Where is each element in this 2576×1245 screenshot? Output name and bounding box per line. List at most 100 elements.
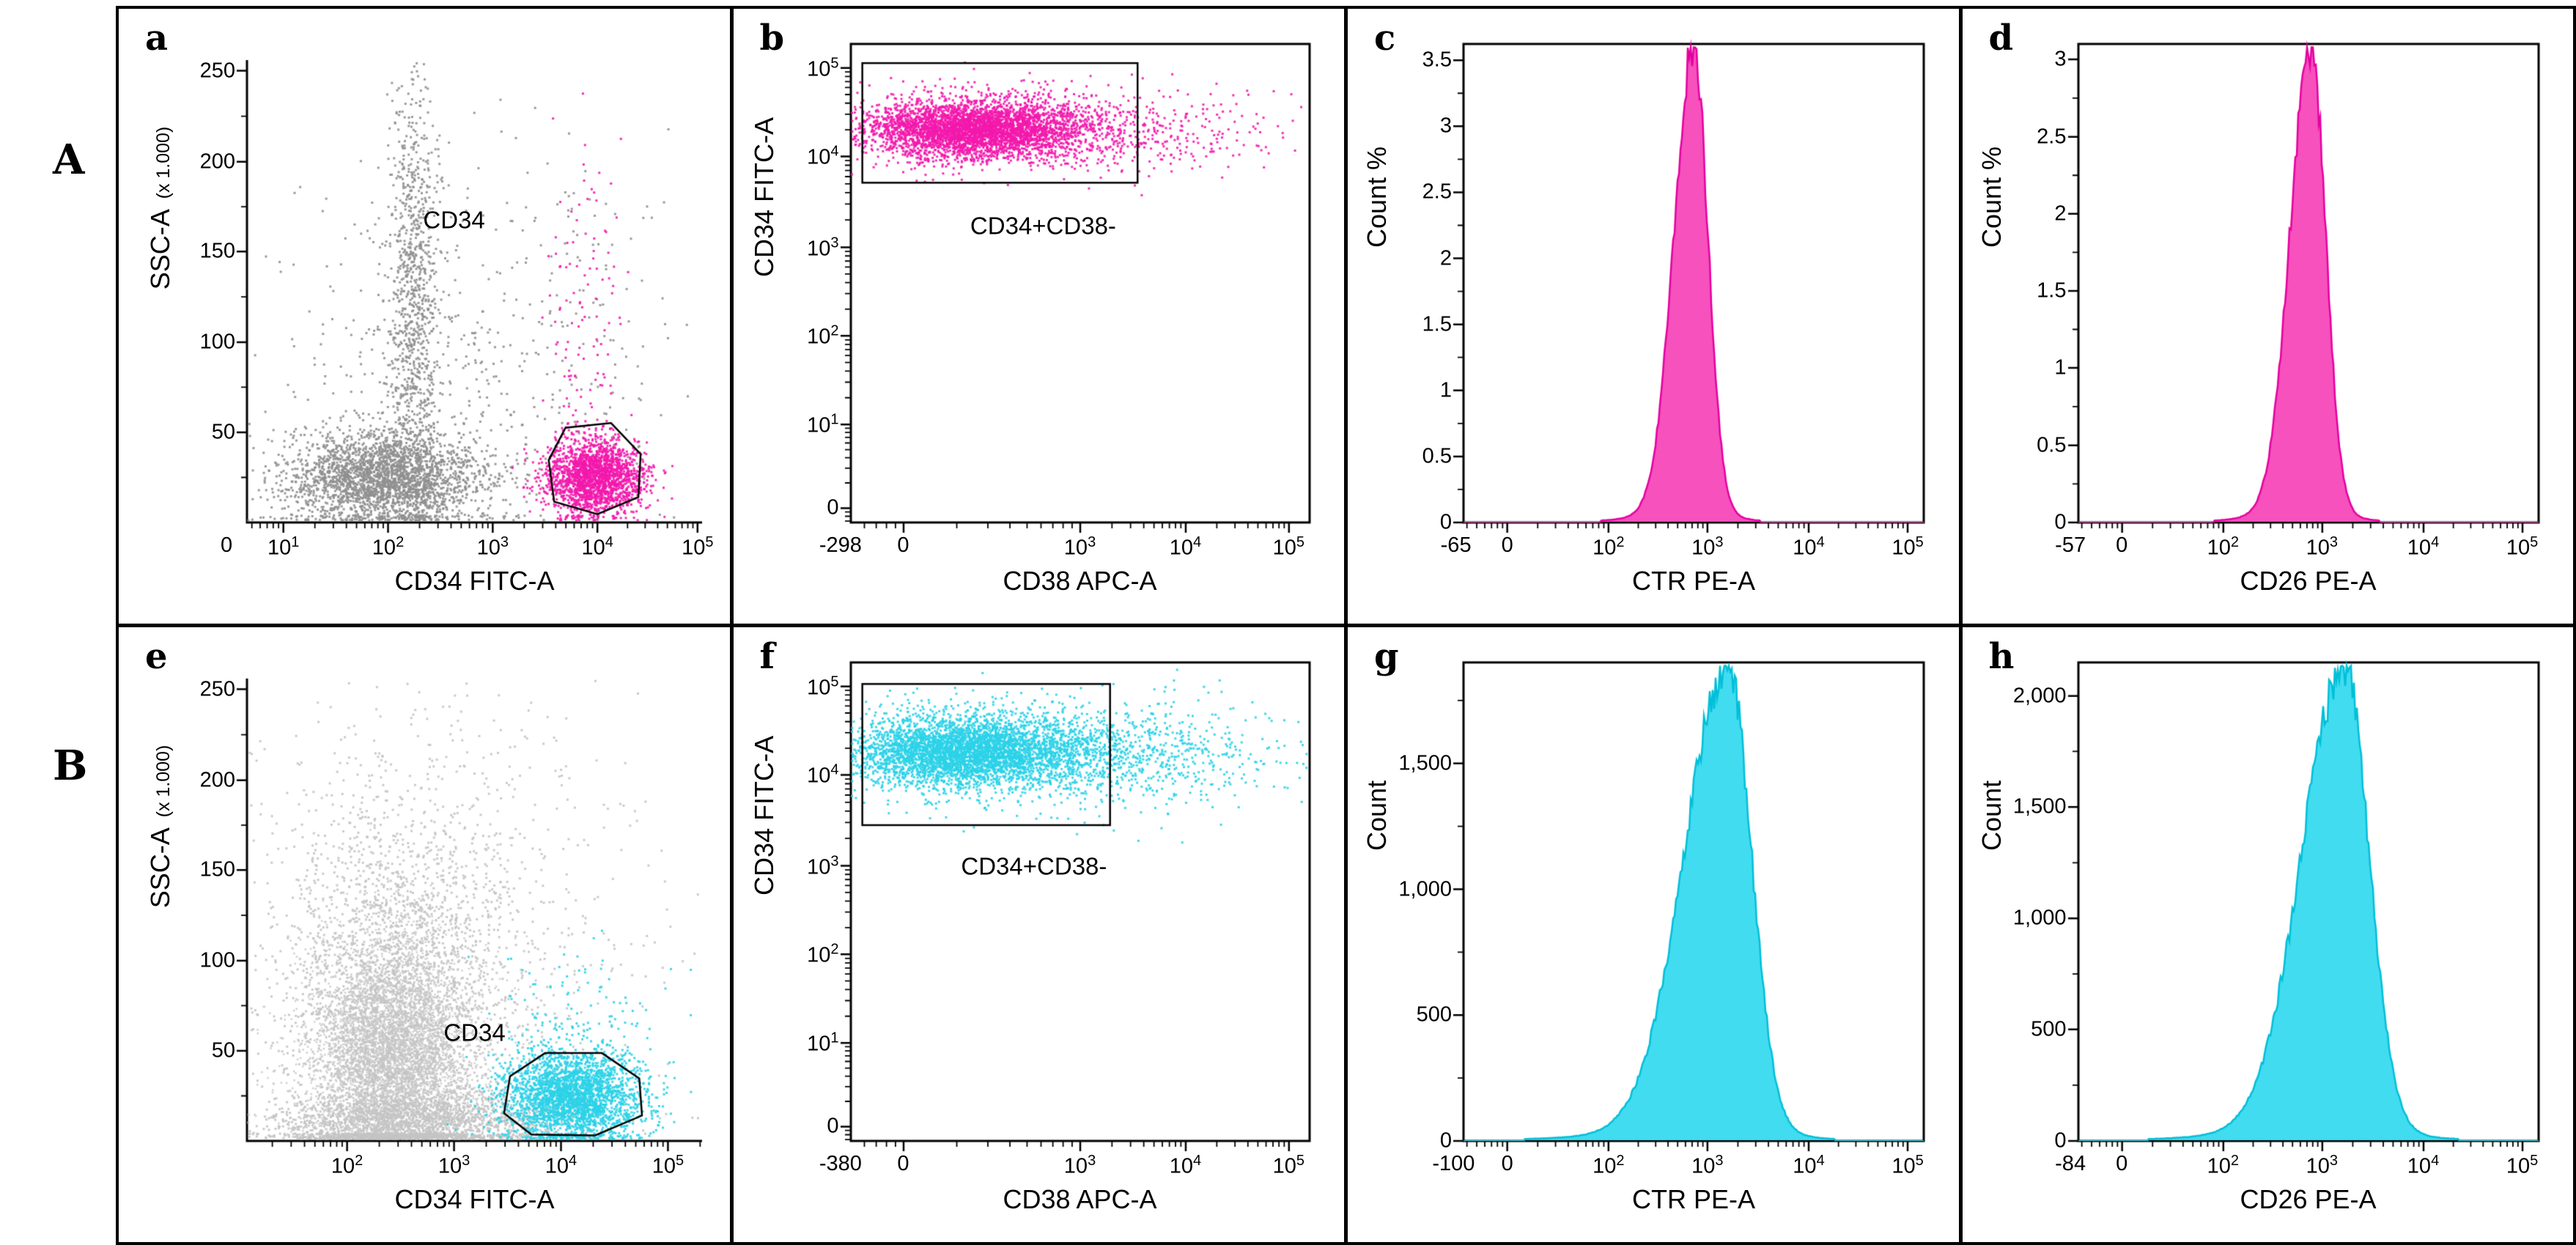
y-axis-title: SSC-A (x 1.000) [145,745,175,909]
panel-letter: g [1374,636,1399,677]
x-tick-label: 103 [2306,534,2339,560]
gate-label: CD34 [443,1019,506,1046]
x-tick-label: 105 [2506,1153,2539,1178]
y-tick-label: 200 [199,149,235,174]
x-tick-label: 104 [1793,534,1825,560]
y-tick-label: 3 [2054,47,2067,71]
x-negative-tick-label: -380 [819,1152,862,1175]
panel-e: e 102 103 104 105 CD34 FITC-A 50 100 150 200 250 SS… [119,627,730,1242]
y-tick-label: 0 [1439,510,1452,534]
x-tick-label: 104 [1169,1153,1202,1178]
x-axis-title: CD26 PE-A [2240,566,2377,596]
x-tick-label: 103 [1063,534,1096,560]
y-tick-label: 0.5 [2037,433,2067,457]
y-tick-label: 1 [2054,355,2067,380]
y-tick-label: 2 [2054,202,2067,226]
plot-canvas-h [1962,627,2573,1242]
x-tick-label: 102 [1593,1153,1625,1178]
gate-label: CD34+CD38- [970,212,1116,240]
x-tick-label: 0 [1501,533,1513,557]
y-tick-label: 100 [199,948,235,972]
y-tick-label: 3 [1439,114,1452,138]
gate-label: CD34 [423,206,485,234]
panel-a: a 0 101 102 103 104 105 CD34 FITC-A 50 100 150 200 2… [119,9,730,624]
y-tick-label: 250 [199,677,235,701]
x-axis-title: CTR PE-A [1631,566,1756,596]
y-tick-label: 105 [807,55,839,81]
x-tick-label: 105 [682,534,714,560]
y-axis-title: Count [1976,780,2007,851]
y-tick-label: 102 [807,323,839,349]
x-tick-label: 105 [1892,534,1924,560]
y-tick-label: 3.5 [1422,48,1452,72]
panel-letter: d [1988,18,2014,59]
x-tick-label: 0 [897,533,909,557]
x-tick-label: 101 [267,534,300,560]
y-tick-label: 150 [199,239,235,263]
x-tick-label: 0 [1501,1152,1513,1175]
x-axis-title: CD34 FITC-A [394,1184,555,1214]
y-axis-title: Count [1362,780,1392,851]
y-tick-label: 100 [199,330,235,354]
x-tick-label: 104 [545,1153,577,1178]
x-negative-tick-label: -57 [2055,533,2086,557]
y-tick-label: 0.5 [1422,444,1452,468]
x-axis-title: CD38 APC-A [1003,566,1157,596]
plot-canvas-d [1962,9,2573,624]
x-tick-label: 102 [1593,534,1625,560]
x-tick-label: 0 [2116,1152,2128,1175]
y-tick-label: 500 [1416,1002,1452,1027]
panel-h: h 0 102 103 104 105 -84 CD26 PE-A 0 500 1,000 1,500… [1962,627,2573,1242]
panel-letter: c [1374,18,1396,59]
y-tick-label: 1,000 [1398,877,1452,901]
y-tick-label: 103 [807,853,839,879]
y-tick-label: 2.5 [1422,180,1452,204]
panel-letter: f [759,636,775,677]
y-axis-title: CD34 FITC-A [748,117,779,277]
x-axis-title: CD26 PE-A [2240,1184,2377,1214]
x-tick-label: 102 [2207,1153,2240,1178]
x-tick-label: 102 [2207,534,2240,560]
y-tick-label: 105 [807,673,839,699]
y-axis-title-suffix: (x 1.000) [153,126,174,210]
panel-letter: h [1988,636,2015,677]
y-tick-label: 102 [807,942,839,967]
y-tick-label: 2 [1439,246,1452,270]
x-tick-label: 104 [1169,534,1202,560]
y-tick-label: 104 [807,762,839,788]
y-tick-label: 0 [2054,1128,2067,1153]
y-tick-label: 0 [827,495,839,520]
x-tick-label: 104 [1793,1153,1825,1178]
x-tick-label: 103 [1063,1153,1096,1178]
panel-grid: a 0 101 102 103 104 105 CD34 FITC-A 50 100 150 200 2… [116,6,2576,1245]
x-axis-title: CD34 FITC-A [394,566,555,596]
x-tick-label: 103 [1691,1153,1724,1178]
y-axis-title: SSC-A (x 1.000) [145,126,175,290]
x-tick-label: 103 [1691,534,1724,560]
x-tick-label: 103 [438,1153,470,1178]
y-tick-label: 0 [1439,1128,1452,1153]
row-label-b: B [53,742,88,790]
y-tick-label: 2,000 [2012,684,2067,708]
y-tick-label: 200 [199,768,235,792]
x-tick-label: 105 [1892,1153,1924,1178]
x-tick-label: 105 [2506,534,2539,560]
y-tick-label: 1,500 [1398,751,1452,775]
x-tick-label: 104 [581,534,613,560]
y-tick-label: 101 [807,1030,839,1056]
x-tick-label: 102 [372,534,405,560]
y-tick-label: 2.5 [2037,125,2067,149]
x-negative-tick-label: -65 [1440,533,1472,557]
y-tick-label: 101 [807,411,839,437]
y-tick-label: 1.5 [1422,312,1452,336]
y-axis-title: Count % [1362,146,1392,248]
x-tick-label: 105 [1272,1153,1305,1178]
x-tick-label: 102 [331,1153,363,1178]
y-tick-label: 0 [2054,510,2067,534]
plot-canvas-c [1348,9,1959,624]
x-tick-label: 103 [476,534,509,560]
y-tick-label: 104 [807,144,839,169]
x-tick-label: 105 [652,1153,684,1178]
y-tick-label: 1,500 [2012,794,2067,819]
